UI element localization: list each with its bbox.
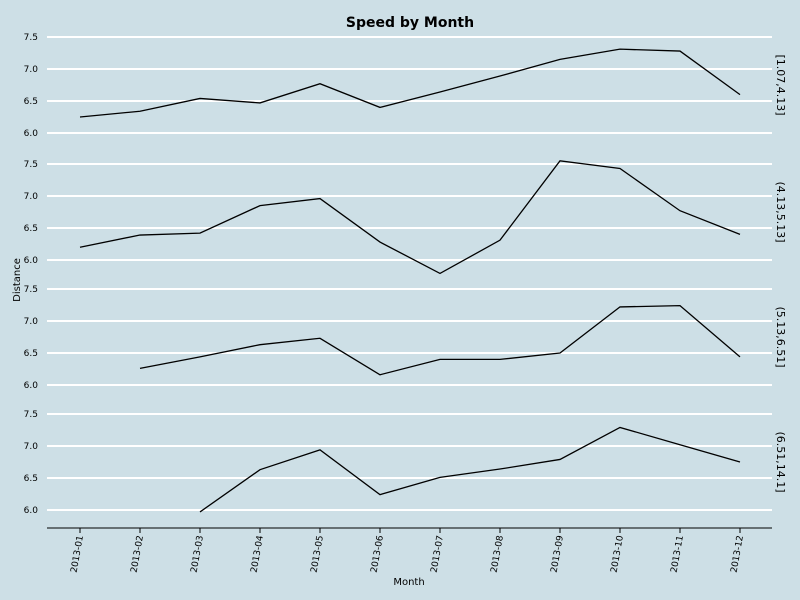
x-axis-label: Month	[393, 577, 424, 588]
panel-2: 6.0 6.5 7.0 7.5 (4.13,5.13]	[24, 160, 787, 275]
series-line	[79, 48, 741, 118]
panels-group: 6.0 6.5 7.0 7.5 [1.07,4.13] 6.0 6.5 7.0 7.5 (4.13…	[24, 33, 787, 516]
series-line	[199, 426, 741, 513]
y-tick-label: 6.0	[24, 129, 39, 139]
panel-strip-label: [1.07,4.13]	[774, 54, 787, 115]
panel-strip-label: (5.13,6.51]	[774, 306, 787, 367]
y-tick-label: 7.0	[24, 317, 39, 327]
y-tick-label: 7.0	[24, 65, 39, 75]
y-tick-label: 7.5	[24, 410, 38, 420]
y-axis-label: Distance	[12, 258, 23, 302]
panel-3: 6.0 6.5 7.0 7.5 (5.13,6.51]	[24, 285, 787, 391]
panel-4: 6.0 6.5 7.0 7.5 (6.51,14.1]	[24, 410, 787, 516]
y-tick-label: 6.0	[24, 381, 39, 391]
y-tick-label: 6.0	[24, 506, 39, 516]
y-tick-label: 7.0	[24, 442, 39, 452]
series-line	[139, 304, 741, 376]
y-tick-label: 6.0	[24, 256, 39, 266]
y-tick-label: 6.5	[24, 224, 38, 234]
y-tick-label: 7.0	[24, 192, 39, 202]
y-tick-label: 7.5	[24, 33, 38, 43]
y-tick-label: 6.5	[24, 97, 38, 107]
panel-strip-label: (6.51,14.1]	[774, 431, 787, 492]
y-tick-label: 6.5	[24, 474, 38, 484]
chart-title: Speed by Month	[346, 15, 474, 31]
series-line	[79, 160, 741, 275]
y-tick-label: 7.5	[24, 285, 38, 295]
y-tick-label: 6.5	[24, 349, 38, 359]
panel-1: 6.0 6.5 7.0 7.5 [1.07,4.13]	[24, 33, 787, 139]
panel-strip-label: (4.13,5.13]	[774, 181, 787, 242]
y-tick-label: 7.5	[24, 160, 38, 170]
